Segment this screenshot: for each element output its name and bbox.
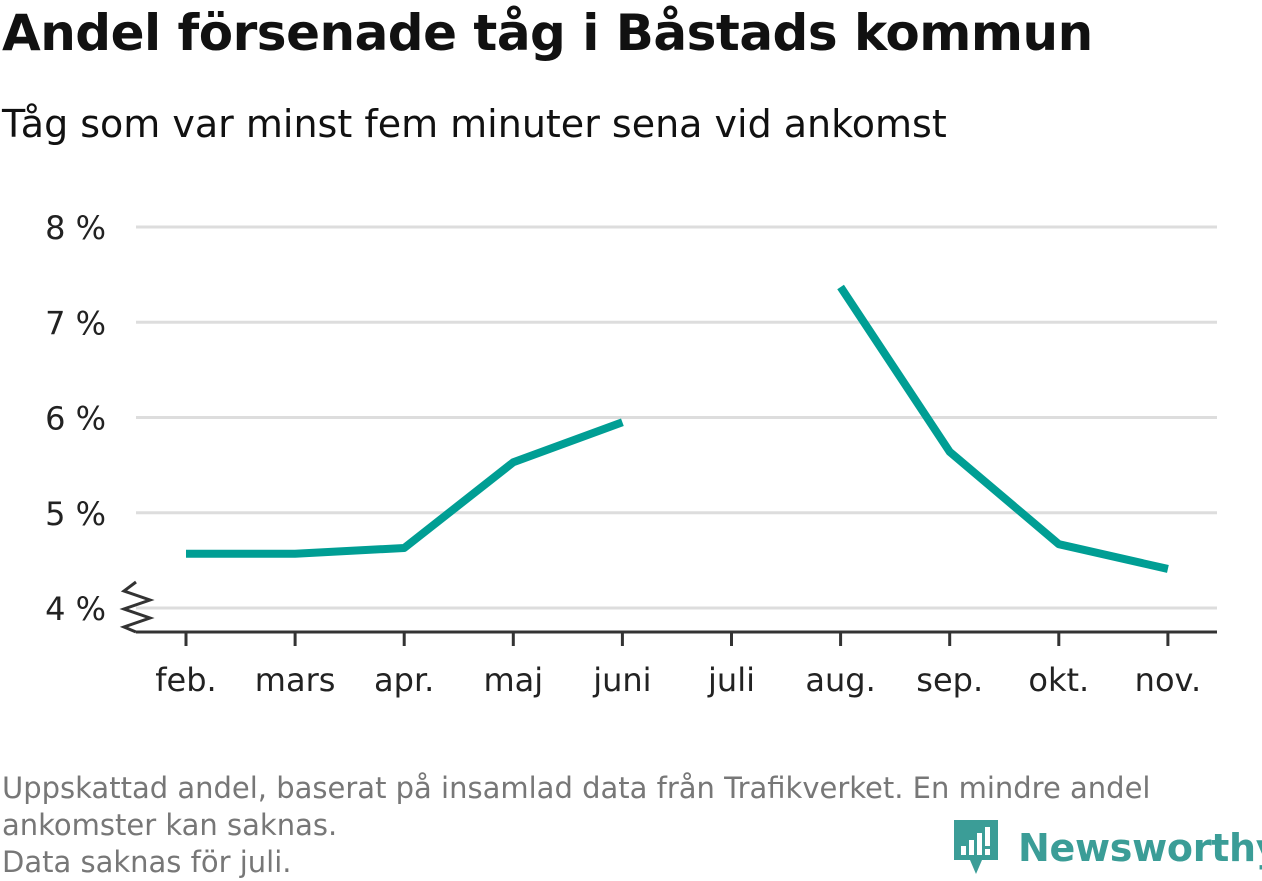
x-tick-label: nov.	[1135, 661, 1201, 699]
y-tick-label: 5 %	[45, 495, 106, 533]
footnote-line-1: Uppskattad andel, baserat på insamlad da…	[2, 771, 1151, 805]
x-axis-labels: feb. mars apr. maj juni juli aug. sep. okt. nov.	[155, 661, 1201, 699]
y-tick-label: 6 %	[45, 400, 106, 438]
x-tick-label: feb.	[155, 661, 216, 699]
footnote: Uppskattad andel, baserat på insamlad da…	[2, 770, 1252, 881]
footnote-line-2: ankomster kan saknas.	[2, 808, 338, 842]
x-tick-label: mars	[255, 661, 336, 699]
series-line-segment	[186, 418, 624, 558]
brand-name: Newsworthy	[1018, 826, 1262, 870]
chart-subtitle: Tåg som var minst fem minuter sena vid a…	[2, 102, 947, 146]
y-tick-label: 7 %	[45, 304, 106, 342]
x-tick-label: sep.	[916, 661, 983, 699]
axis-break	[119, 580, 155, 634]
footnote-line-3: Data saknas för juli.	[2, 845, 292, 879]
series-lines	[186, 284, 1169, 573]
x-tick-label: okt.	[1028, 661, 1089, 699]
grid-lines	[136, 225, 1217, 610]
brand-logo: Newsworthy	[952, 818, 1262, 878]
y-axis-labels: 4 % 5 % 6 % 7 % 8 %	[45, 209, 106, 628]
x-tick-label: aug.	[805, 661, 875, 699]
x-tick-label: maj	[483, 661, 543, 699]
series-line-segment	[837, 284, 1169, 573]
newsworthy-logo-icon	[954, 820, 998, 874]
x-axis	[119, 580, 1217, 646]
y-tick-label: 4 %	[45, 590, 106, 628]
y-tick-label: 8 %	[45, 209, 106, 247]
x-tick-label: juli	[707, 661, 755, 699]
chart-title: Andel försenade tåg i Båstads kommun	[2, 4, 1093, 62]
x-tick-label: apr.	[374, 661, 434, 699]
x-tick-label: juni	[592, 661, 651, 699]
